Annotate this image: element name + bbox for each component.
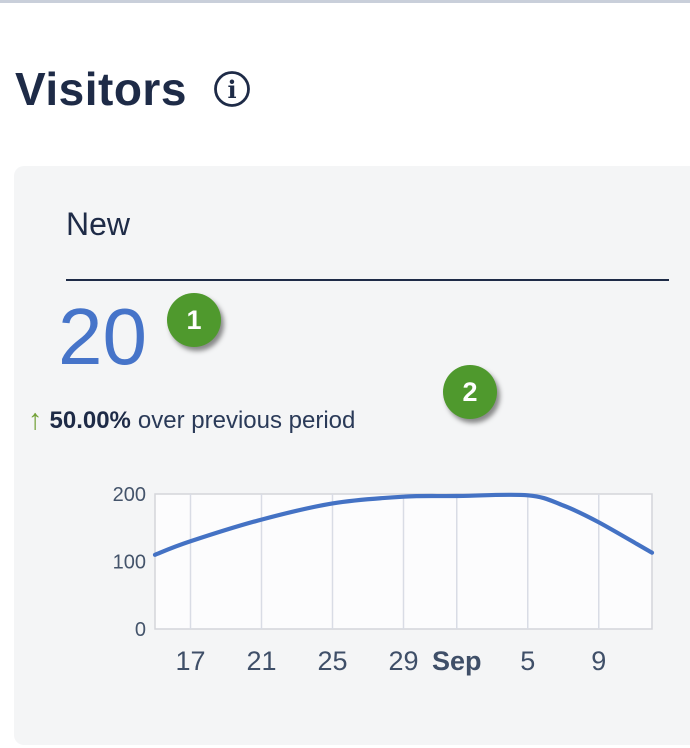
- metric-label: New: [66, 206, 131, 242]
- y-axis-label: 0: [135, 619, 146, 641]
- page-header: Visitors i: [15, 62, 252, 116]
- x-axis-label: 5: [520, 646, 535, 676]
- change-description: over previous period: [137, 406, 356, 434]
- new-visitors-card: New 20 1 2 ↑ 50.00% over previous period…: [14, 166, 690, 745]
- x-axis-label: 9: [591, 646, 606, 676]
- y-axis-label: 200: [113, 484, 146, 506]
- trend-line: [152, 492, 655, 557]
- info-icon[interactable]: i: [212, 69, 252, 109]
- x-axis-label: 25: [317, 646, 347, 676]
- x-axis-label: 17: [175, 646, 205, 676]
- chart-container: 0 100 200 17 21 25 29 Sep 5 9: [100, 478, 666, 688]
- change-row: ↑ 50.00% over previous period: [28, 406, 355, 435]
- visitors-chart: 0 100 200 17 21 25 29 Sep 5 9: [113, 484, 655, 676]
- page-title: Visitors: [15, 63, 187, 115]
- metric-value: 20: [58, 292, 147, 381]
- info-icon-glyph: i: [227, 75, 236, 104]
- y-axis-label: 100: [113, 552, 146, 574]
- callout-badge-1: 1: [167, 293, 221, 347]
- x-axis-label: 29: [388, 646, 418, 676]
- callout-badge-2: 2: [443, 365, 497, 419]
- change-percent: 50.00%: [49, 406, 131, 434]
- up-arrow-icon: ↑: [28, 404, 43, 436]
- window-top-border: [0, 0, 690, 3]
- x-axis-label: Sep: [432, 646, 482, 676]
- metric-divider: [66, 279, 669, 281]
- x-axis-label: 21: [246, 646, 276, 676]
